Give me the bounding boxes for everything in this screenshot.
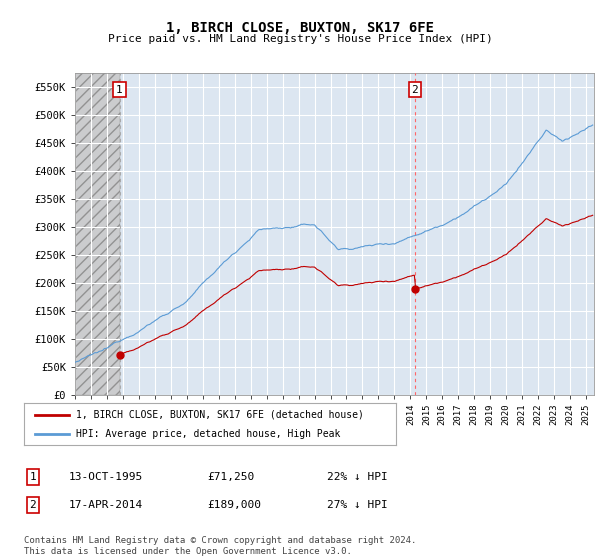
Text: £71,250: £71,250 bbox=[207, 472, 254, 482]
Text: 22% ↓ HPI: 22% ↓ HPI bbox=[327, 472, 388, 482]
Text: 13-OCT-1995: 13-OCT-1995 bbox=[69, 472, 143, 482]
Text: 1: 1 bbox=[116, 85, 123, 95]
Text: HPI: Average price, detached house, High Peak: HPI: Average price, detached house, High… bbox=[76, 429, 340, 439]
Text: Contains HM Land Registry data © Crown copyright and database right 2024.
This d: Contains HM Land Registry data © Crown c… bbox=[24, 536, 416, 556]
Text: 1, BIRCH CLOSE, BUXTON, SK17 6FE (detached house): 1, BIRCH CLOSE, BUXTON, SK17 6FE (detach… bbox=[76, 409, 364, 419]
Text: 1: 1 bbox=[29, 472, 37, 482]
Text: 17-APR-2014: 17-APR-2014 bbox=[69, 500, 143, 510]
Text: 27% ↓ HPI: 27% ↓ HPI bbox=[327, 500, 388, 510]
Text: 2: 2 bbox=[412, 85, 418, 95]
Text: 1, BIRCH CLOSE, BUXTON, SK17 6FE: 1, BIRCH CLOSE, BUXTON, SK17 6FE bbox=[166, 21, 434, 35]
Text: £189,000: £189,000 bbox=[207, 500, 261, 510]
Text: 2: 2 bbox=[29, 500, 37, 510]
Text: Price paid vs. HM Land Registry's House Price Index (HPI): Price paid vs. HM Land Registry's House … bbox=[107, 34, 493, 44]
